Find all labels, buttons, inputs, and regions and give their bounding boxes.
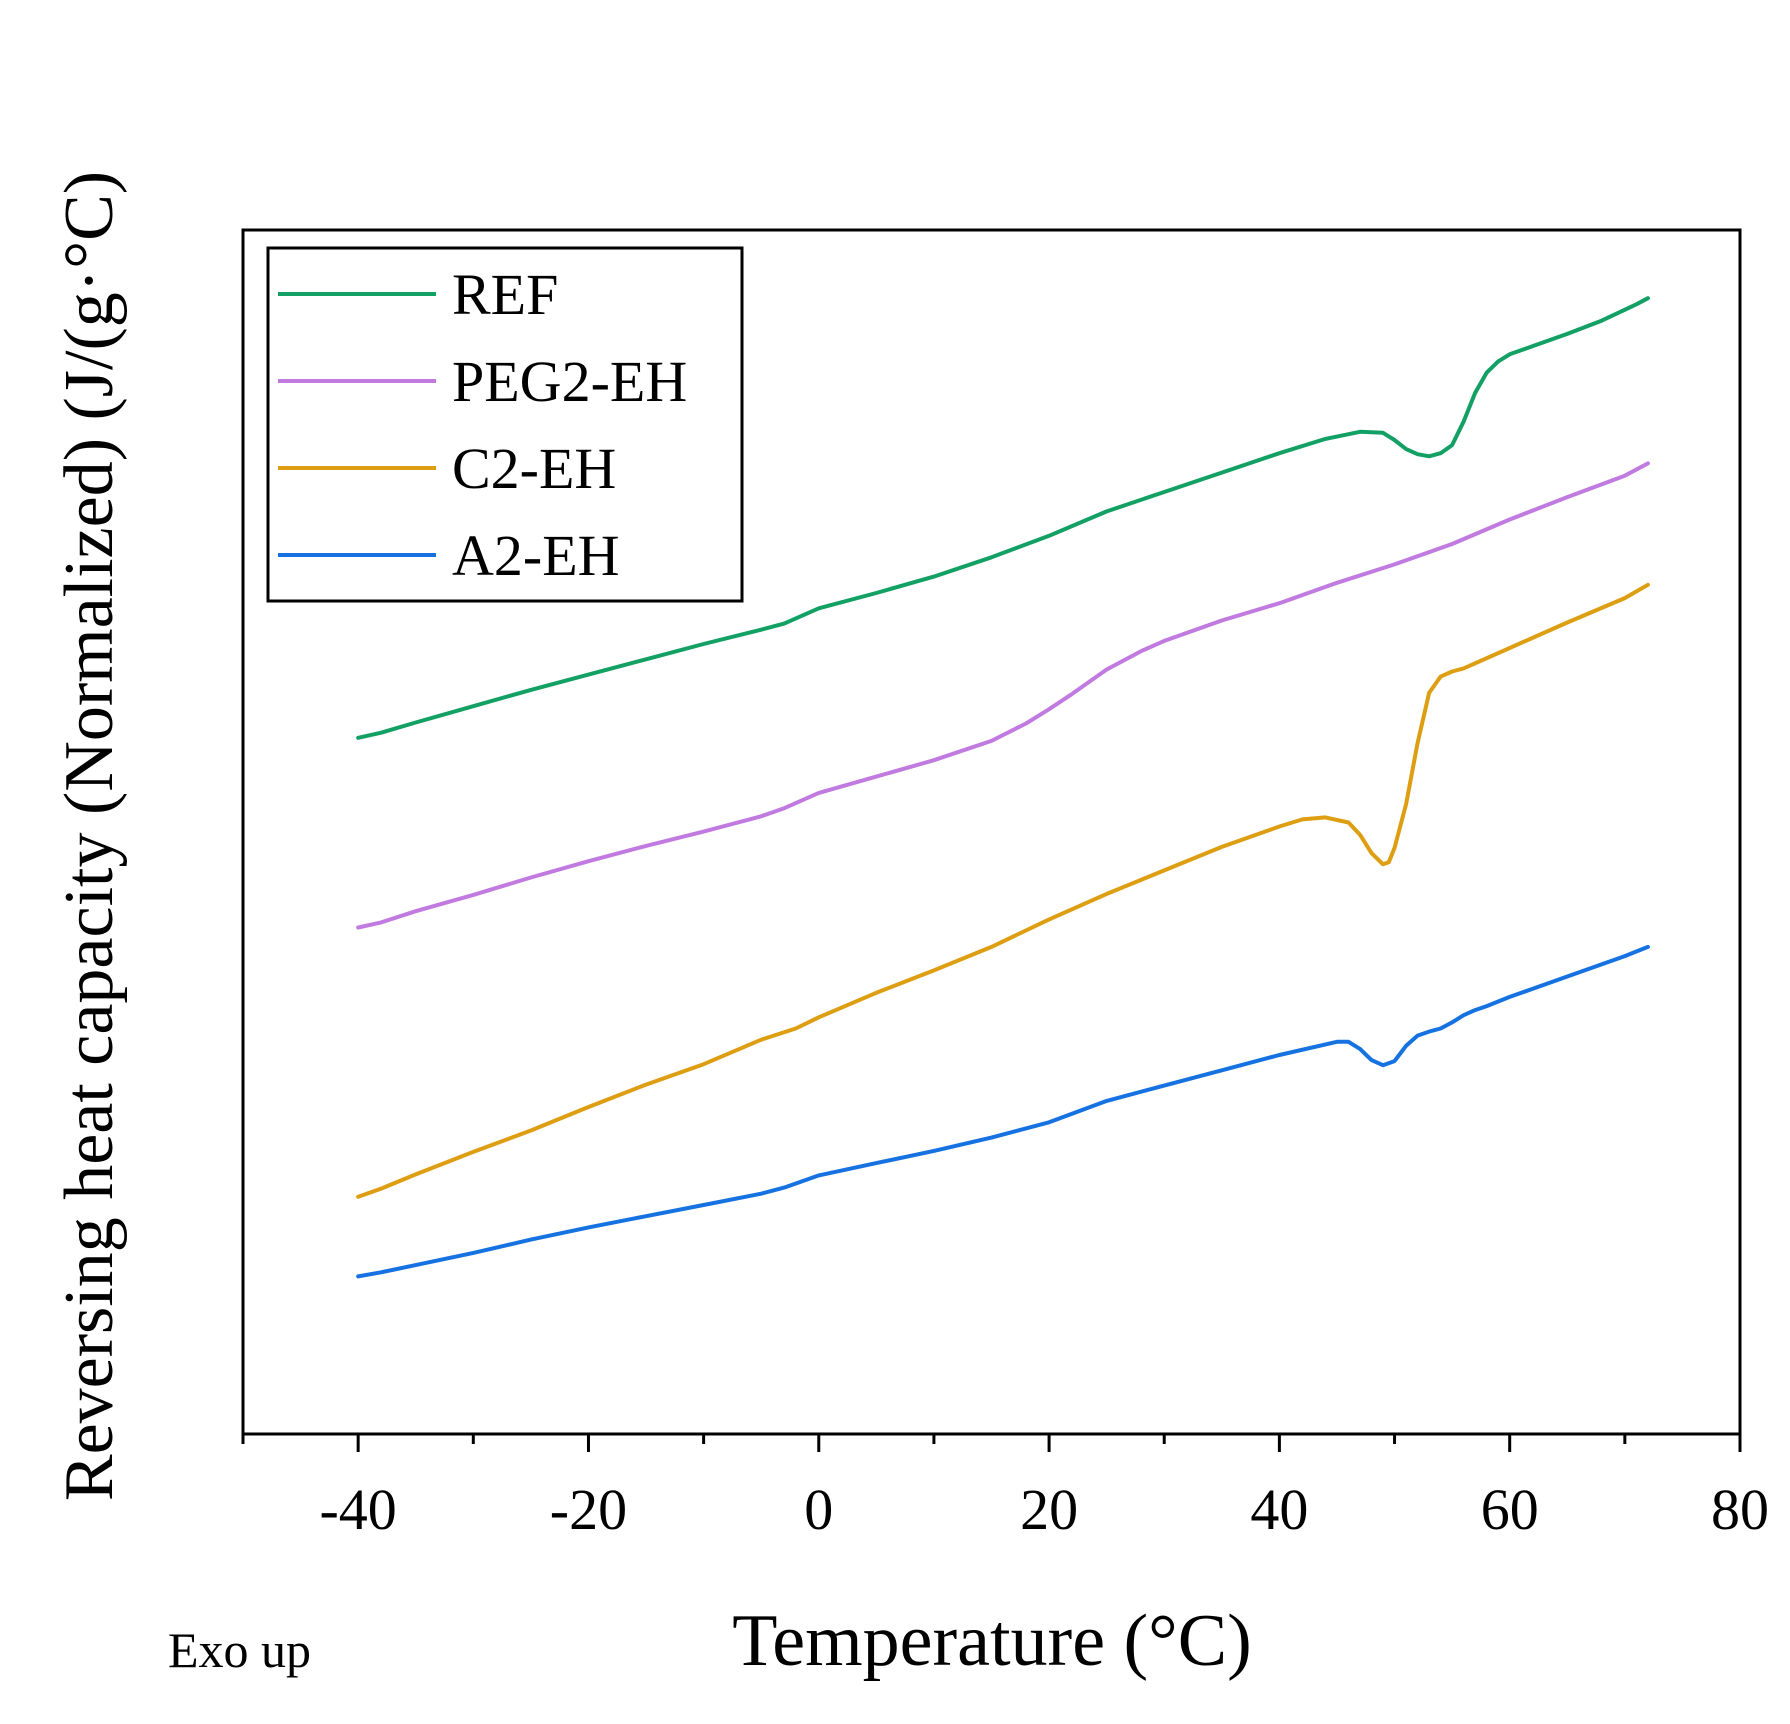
x-axis-title: Temperature (°C) [732,1600,1252,1682]
x-tick-label: 40 [1250,1477,1308,1542]
x-tick-label: 80 [1711,1477,1769,1542]
x-tick-label: -20 [550,1477,627,1542]
legend-label-peg2-eh: PEG2-EH [452,349,687,414]
series-line-peg2-eh [356,461,1650,930]
legend-box [266,246,744,603]
series-line-a2-eh [356,944,1650,1279]
x-tick-label: -40 [319,1477,396,1542]
exo-up-annotation: Exo up [168,1622,311,1678]
series-layer [356,296,1650,1279]
x-tick-label: 0 [804,1477,833,1542]
x-tick-label: 60 [1481,1477,1539,1542]
legend-label-c2-eh: C2-EH [452,436,616,501]
series-line-ref [356,296,1650,740]
y-axis-title: Reversing heat capacity (Normalized) (J/… [51,171,128,1501]
legend-label-ref: REF [452,262,558,327]
x-tick-label: 20 [1020,1477,1078,1542]
series-line-c2-eh [356,582,1650,1199]
plot-frame [241,228,1742,1436]
legend: REF PEG2-EH C2-EH A2-EH [266,246,744,603]
x-axis-ticks: -40 -20 0 20 40 60 80 [241,1434,1769,1542]
legend-label-a2-eh: A2-EH [452,523,620,588]
